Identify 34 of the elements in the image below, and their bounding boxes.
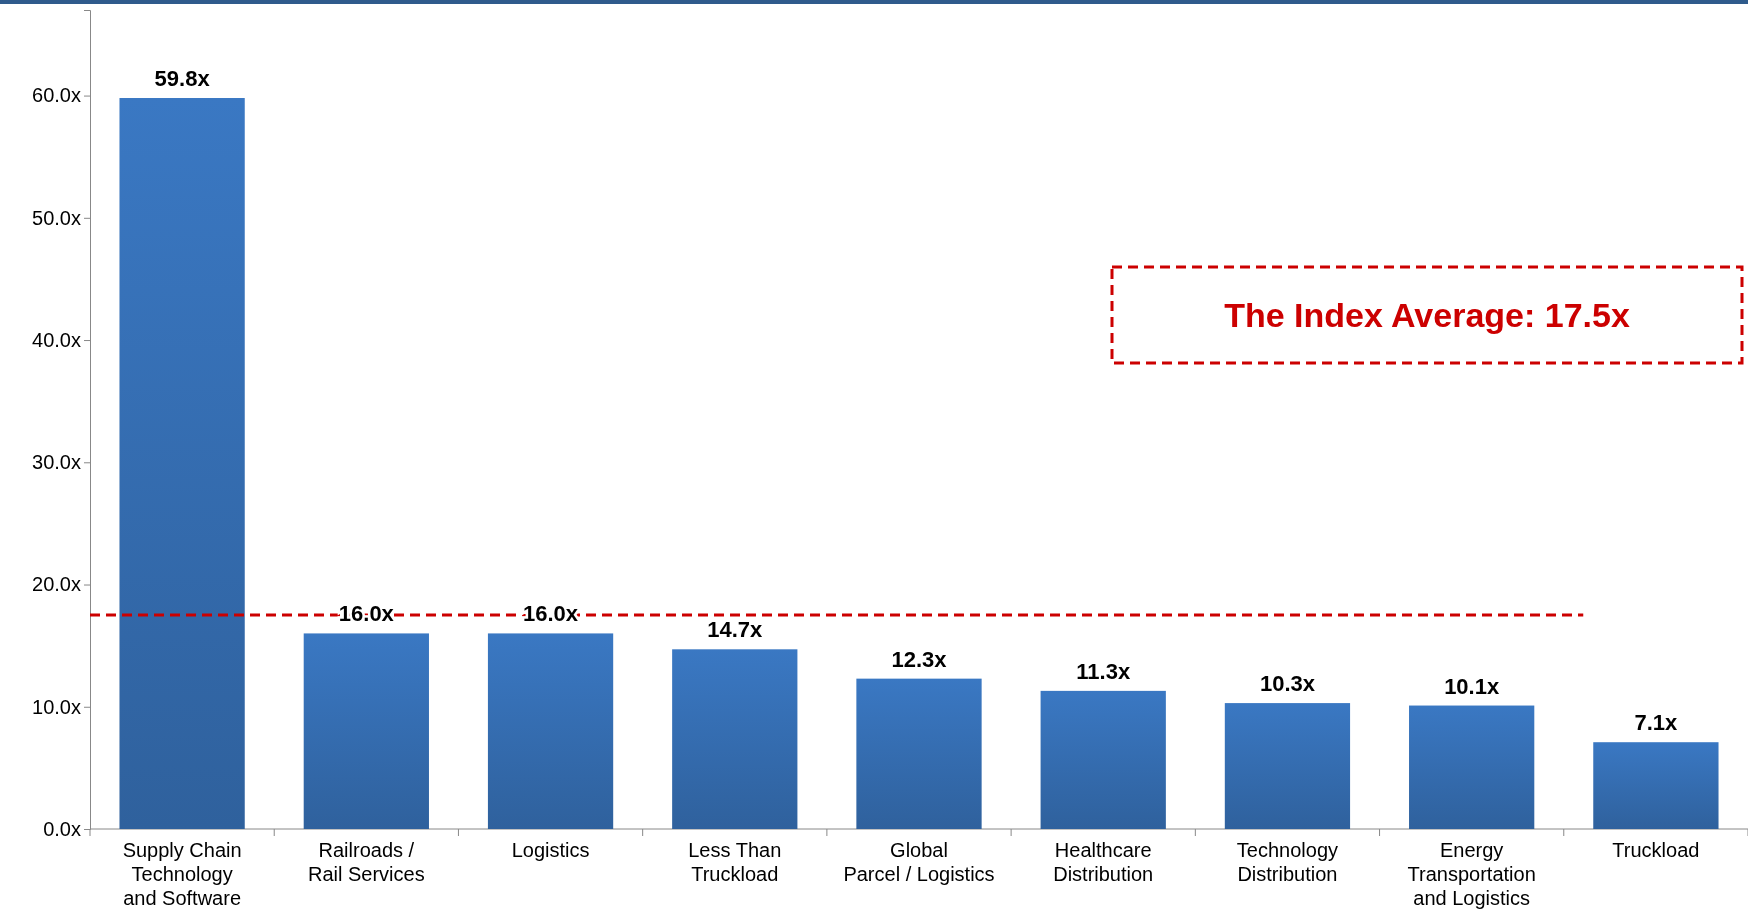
- ref-line-label: The Index Average: 17.5x: [1224, 296, 1630, 334]
- data-label: 12.3x: [891, 646, 948, 672]
- y-tick-label: 10.0x: [32, 695, 81, 718]
- bar: [119, 98, 245, 829]
- bar: [1409, 705, 1535, 829]
- y-tick-label: 0.0x: [43, 817, 81, 840]
- y-tick-label: 40.0x: [32, 328, 81, 351]
- bar: [487, 633, 614, 829]
- bar: [1224, 703, 1351, 829]
- y-tick-label: 50.0x: [32, 206, 81, 229]
- x-tick-label: Supply Chain Technology and Software: [122, 839, 242, 909]
- x-tick-label: Less Than Truckload: [688, 839, 782, 885]
- data-label: 59.8x: [154, 66, 211, 92]
- x-tick-label: Truckload: [1612, 839, 1700, 861]
- x-tick-label: Railroads / Rail Services: [307, 839, 425, 885]
- data-label: 10.1x: [1444, 673, 1500, 699]
- bar: [1593, 742, 1719, 829]
- data-label: 16.0x: [338, 601, 395, 627]
- bar: [1040, 690, 1166, 829]
- x-tick-label: Global Parcel / Logistics: [843, 839, 995, 885]
- data-label: 10.3x: [1259, 671, 1316, 697]
- bar: [303, 633, 429, 829]
- x-tick-label: Technology Distribution: [1236, 839, 1339, 885]
- data-label: 14.7x: [707, 617, 764, 643]
- data-label: 7.1x: [1634, 710, 1679, 736]
- x-tick-label: Healthcare Distribution: [1053, 839, 1154, 885]
- x-tick-label: Logistics: [511, 839, 590, 861]
- y-tick-label: 60.0x: [32, 84, 81, 107]
- x-tick-label: Energy Transportation and Logistics: [1407, 839, 1536, 909]
- bar: [672, 649, 798, 829]
- bar: [856, 678, 982, 829]
- y-tick-label: 20.0x: [32, 573, 81, 596]
- data-label: 11.3x: [1076, 658, 1131, 684]
- y-tick-label: 30.0x: [32, 451, 81, 474]
